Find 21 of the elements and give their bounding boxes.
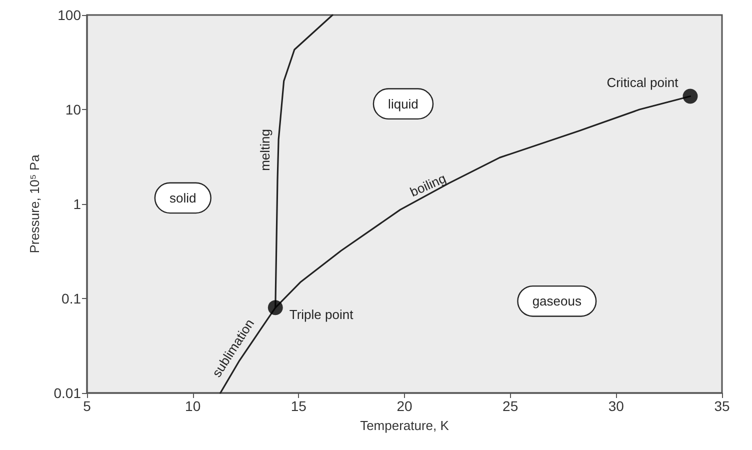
y-tick-label: 10	[65, 102, 82, 118]
annotation: Critical point	[606, 74, 679, 90]
x-tick-label: 5	[83, 398, 92, 414]
y-tick-label: 0.01	[54, 385, 82, 401]
annotation: gaseous	[532, 294, 582, 309]
annotation: melting	[257, 128, 272, 171]
annotation: liquid	[388, 96, 418, 112]
x-tick-label: 15	[290, 398, 307, 414]
x-tick-label: 35	[714, 398, 730, 414]
annotation: boiling	[408, 170, 448, 200]
x-tick-label: 10	[185, 398, 201, 414]
y-tick-label: 1	[73, 196, 82, 212]
x-tick-label: 30	[608, 398, 624, 414]
annotation: solid	[170, 190, 196, 206]
x-axis-title: Temperature, K	[360, 418, 450, 433]
y-axis-title: Pressure, 10⁵ Pa	[27, 154, 42, 254]
annotation: Triple point	[289, 307, 354, 322]
x-tick-label: 20	[396, 398, 412, 414]
x-tick-label: 25	[502, 398, 518, 414]
y-tick-label: 100	[58, 7, 82, 23]
y-tick-label: 0.1	[62, 290, 82, 306]
